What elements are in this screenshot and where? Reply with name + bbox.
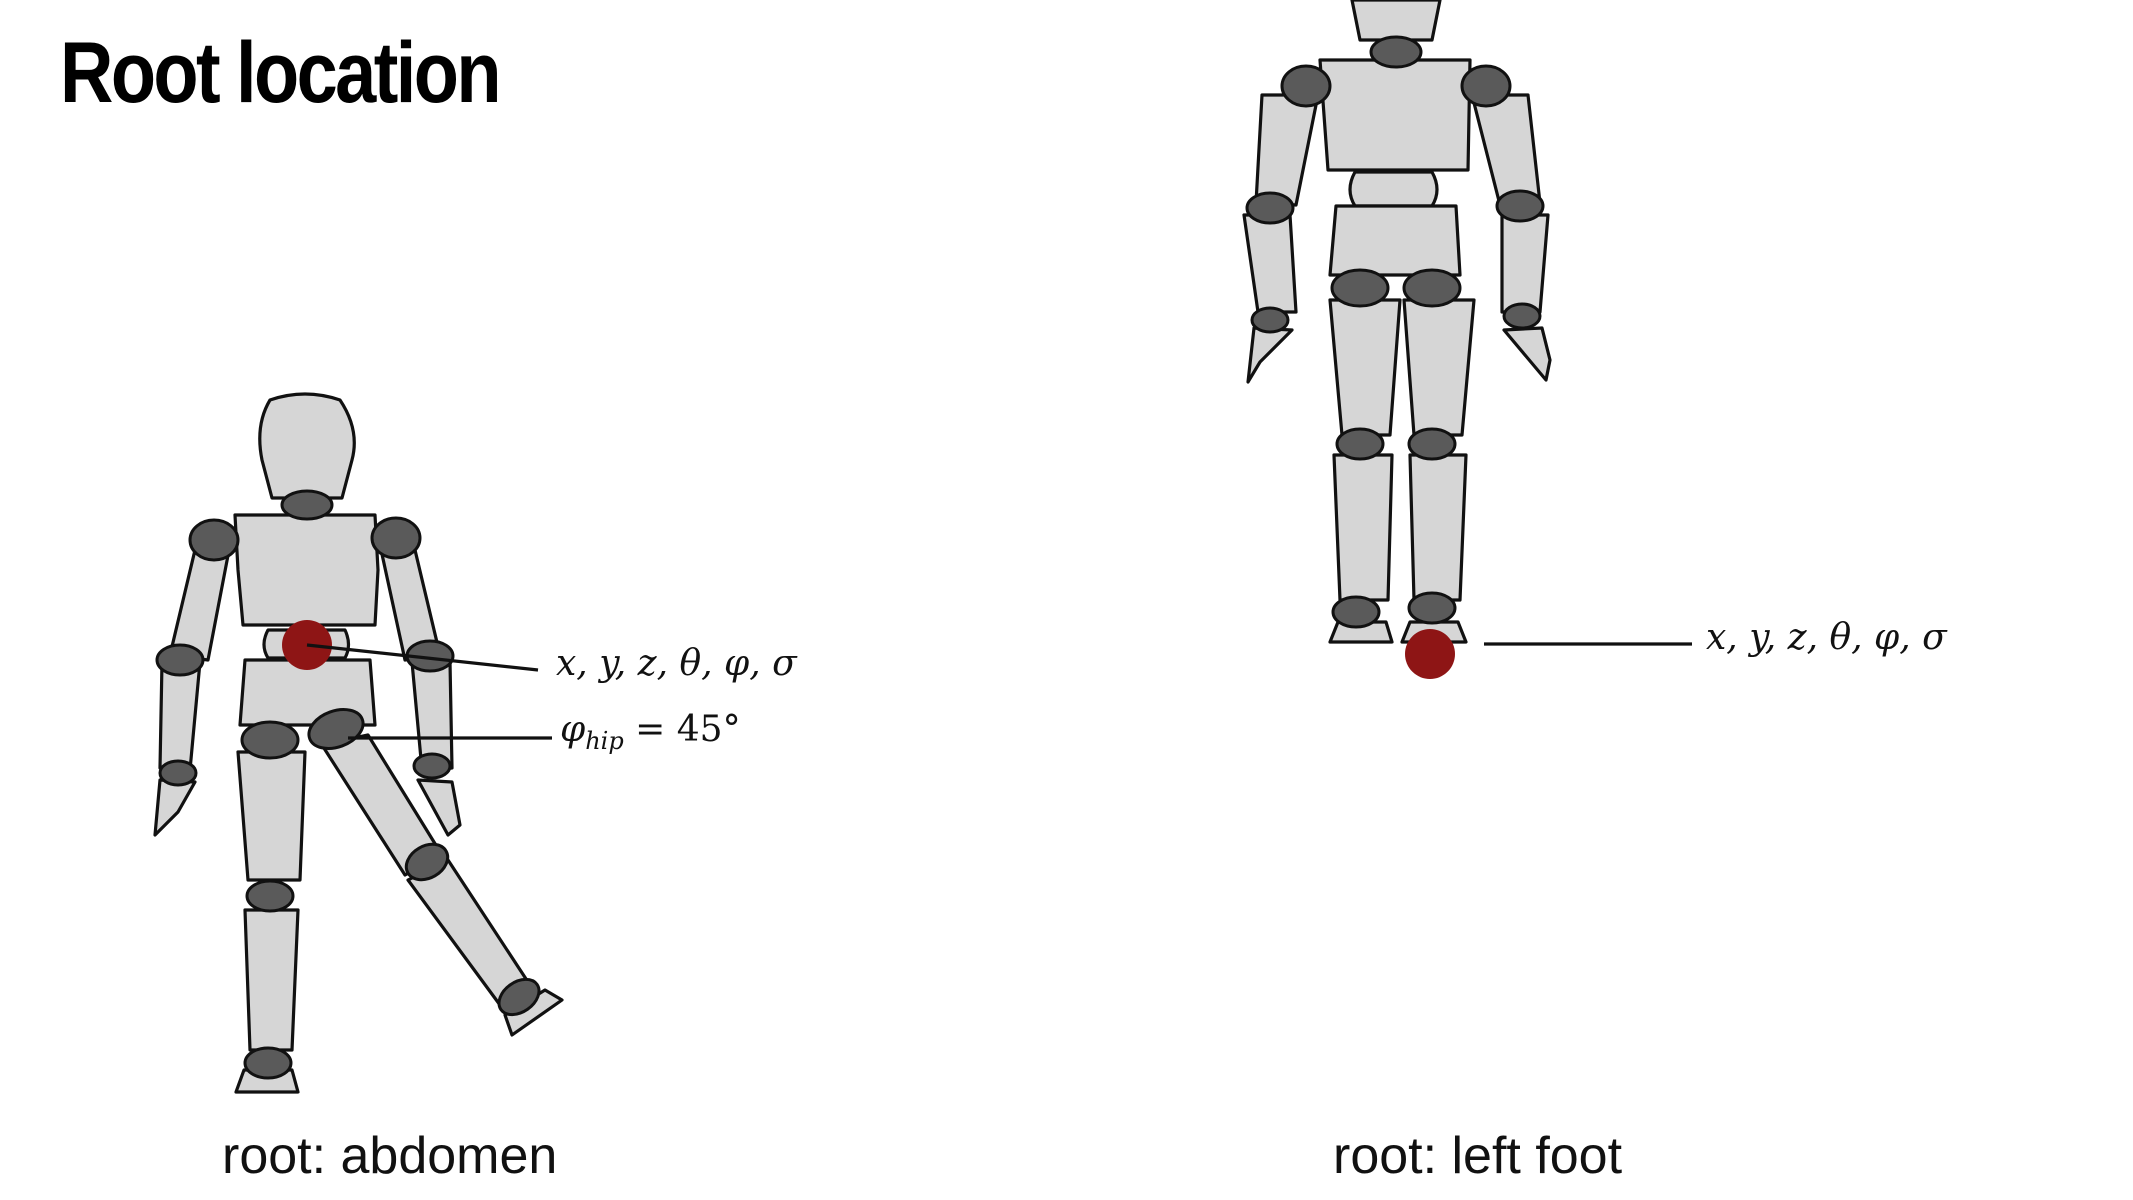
right-hand-r [1502,326,1552,382]
left-mannequin [153,392,564,1094]
hip-angle-label: φhip = 45° [560,709,741,755]
right-elbow-joint-l [1245,191,1295,225]
left-hip-joint-standing [240,720,300,760]
right-waist [1348,170,1439,208]
left-wrist-joint-r [412,752,452,780]
right-knee-joint-l [1335,427,1385,461]
left-shoulder-joint-l [188,518,240,562]
right-forearm-l [1242,213,1298,314]
left-hand-l [153,778,197,837]
left-elbow-joint-l [155,643,205,677]
left-shin-standing [243,908,300,1052]
right-hand-l [1246,326,1294,384]
left-head [258,392,356,500]
abdomen-root-leader [306,643,539,672]
left-chest [233,513,380,627]
left-thigh-standing [236,750,307,882]
left-forearm-l [158,660,202,772]
right-wrist-joint-l [1250,306,1290,334]
left-foot-root-marker [1405,629,1455,679]
hip-angle-value: = 45° [623,709,741,750]
abdomen-root-dof-label: x, y, z, θ, φ, σ [556,643,797,684]
left-ankle-joint-lifted [497,977,541,1017]
left-upper-arm-l [168,543,232,662]
right-elbow-joint-r [1495,189,1545,223]
slide-title: Root location [60,25,502,121]
right-hip-joint-l [1330,268,1390,308]
right-pelvis [1328,204,1462,277]
abdomen-root-caption: root: abdomen [222,1127,558,1185]
left-knee-joint-standing [245,879,295,913]
left-neck-joint [280,489,334,521]
right-neck-joint [1369,35,1423,69]
right-wrist-joint-r [1502,302,1542,330]
right-ankle-joint-l [1331,595,1381,629]
right-thigh-r [1402,298,1476,437]
right-hip-joint-r [1402,268,1462,308]
right-upper-arm-l [1254,93,1320,207]
left-wrist-joint-l [158,759,198,787]
left-foot-root-dof-label: x, y, z, θ, φ, σ [1706,617,1947,658]
right-ankle-joint-r [1407,591,1457,625]
left-hand-r [416,778,462,837]
right-upper-arm-r [1470,93,1542,207]
hip-angle-symbol: φ [560,709,586,750]
right-head-stub [1350,0,1442,42]
left-knee-joint-lifted [404,842,450,882]
right-shoulder-joint-r [1460,64,1512,108]
hip-angle-subscript: hip [585,727,624,755]
right-shin-l [1332,453,1394,602]
right-mannequin [1242,0,1692,679]
left-ankle-joint-standing [243,1046,293,1080]
right-thigh-l [1328,298,1402,437]
right-forearm-r [1500,213,1550,314]
right-shoulder-joint-l [1280,64,1332,108]
left-foot-root-caption: root: left foot [1333,1127,1623,1185]
right-chest [1318,58,1472,172]
left-shoulder-joint-r [370,516,422,560]
right-shin-r [1408,453,1468,602]
right-knee-joint-r [1407,427,1457,461]
